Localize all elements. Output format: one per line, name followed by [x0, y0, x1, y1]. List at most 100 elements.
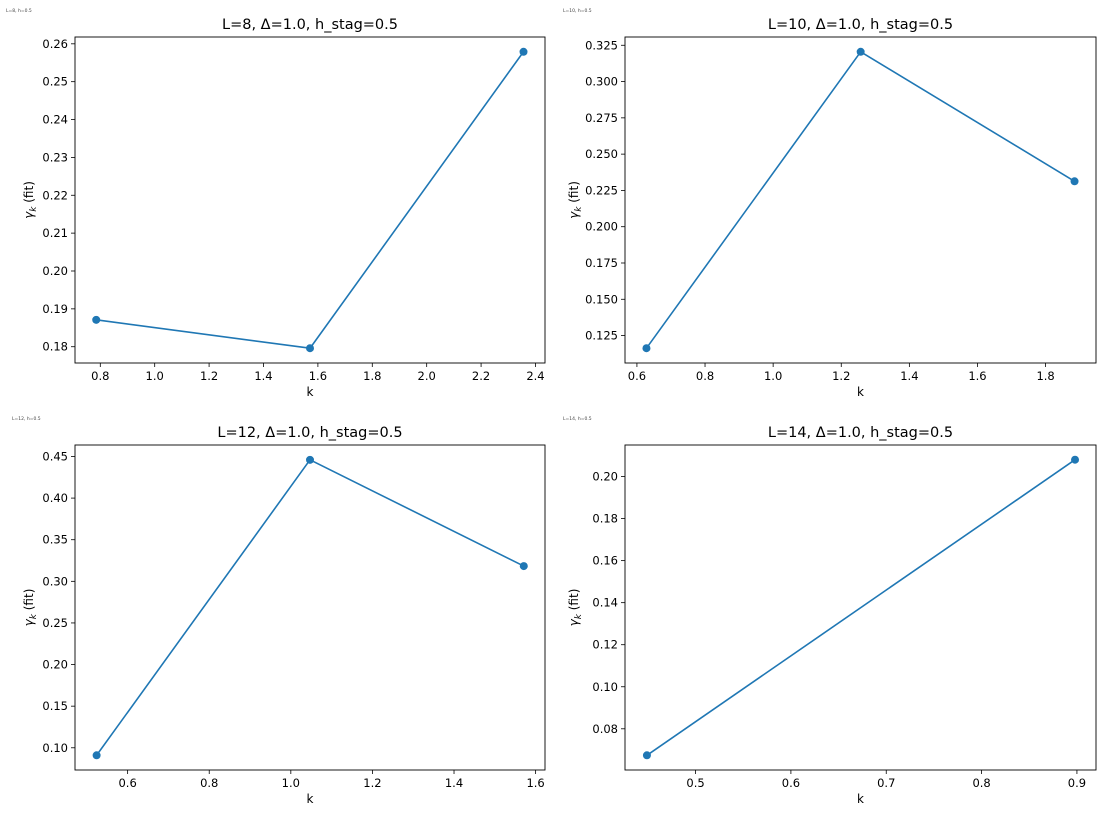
y-tick-label: 0.20	[592, 470, 618, 484]
x-tick-label: 1.4	[445, 776, 463, 790]
data-point	[1070, 177, 1079, 186]
corner-label: L=14, h=0.5	[563, 416, 592, 422]
y-tick-label: 0.20	[42, 264, 68, 278]
y-tick-label: 0.300	[585, 75, 618, 89]
y-tick-label: 0.15	[42, 699, 68, 713]
chart-title: L=8, Δ=1.0, h_stag=0.5	[222, 17, 398, 33]
plot-frame	[74, 36, 546, 364]
y-tick-label: 0.24	[42, 113, 68, 127]
plot-frame	[74, 444, 546, 771]
y-axis-label-suffix: (fit)	[567, 589, 581, 614]
x-tick-label: 0.7	[877, 776, 895, 790]
y-tick-label: 0.275	[585, 111, 618, 125]
x-axis-label: k	[857, 385, 864, 399]
y-axis-label-suffix: (fit)	[22, 589, 36, 614]
panel-1: L=8, h=0.5 L=8, Δ=1.0, h_stag=0.5 0.8 1.0 1.…	[6, 8, 546, 399]
x-axis-label: k	[857, 792, 864, 806]
panel-2: L=10, h=0.5 L=10, Δ=1.0, h_stag=0.5 0.6 0.8…	[563, 8, 1097, 399]
y-tick-label: 0.125	[585, 329, 618, 343]
y-tick-label: 0.14	[592, 596, 618, 610]
y-tick-label: 0.18	[592, 512, 618, 526]
corner-label: L=8, h=0.5	[6, 8, 32, 14]
x-axis-label: k	[307, 385, 314, 399]
x-tick-label: 2.2	[472, 369, 490, 383]
x-tick-label: 0.6	[782, 776, 800, 790]
data-point	[856, 47, 865, 56]
y-tick-label: 0.26	[42, 37, 68, 51]
y-tick-label: 0.35	[42, 533, 68, 547]
x-tick-label: 1.4	[254, 369, 272, 383]
y-axis-label: γk (fit)	[567, 589, 584, 627]
x-tick-label: 1.8	[363, 369, 381, 383]
x-tick-label: 0.8	[200, 776, 218, 790]
y-axis-label: γk (fit)	[567, 181, 584, 219]
y-axis-label-symbol: γ	[567, 618, 581, 626]
y-tick-label: 0.40	[42, 491, 68, 505]
x-tick-label: 1.0	[764, 369, 782, 383]
y-axis-label-symbol: γ	[22, 211, 36, 219]
y-axis-label: γk (fit)	[22, 181, 39, 219]
chart-title: L=10, Δ=1.0, h_stag=0.5	[768, 17, 953, 33]
y-axis-label-symbol: γ	[567, 211, 581, 219]
y-tick-label: 0.30	[42, 574, 68, 588]
data-point	[519, 47, 528, 56]
x-tick-label: 1.8	[1036, 369, 1054, 383]
x-tick-label: 1.0	[282, 776, 300, 790]
y-axis-label-subscript: k	[29, 613, 39, 619]
y-tick-label: 0.08	[592, 722, 618, 736]
x-tick-label: 0.5	[686, 776, 704, 790]
y-tick-label: 0.225	[585, 183, 618, 197]
corner-label: L=10, h=0.5	[563, 8, 592, 14]
panel-3: L=12, h=0.5 L=12, Δ=1.0, h_stag=0.5 0.6 0.8…	[12, 416, 546, 806]
y-axis-label-suffix: (fit)	[22, 181, 36, 206]
y-tick-label: 0.10	[42, 741, 68, 755]
y-tick-label: 0.19	[42, 302, 68, 316]
x-tick-label: 2.0	[418, 369, 436, 383]
x-tick-label: 0.9	[1068, 776, 1086, 790]
y-tick-label: 0.175	[585, 256, 618, 270]
panel-4: L=14, h=0.5 L=14, Δ=1.0, h_stag=0.5 0.5 0.6…	[563, 416, 1097, 806]
data-point	[92, 315, 101, 324]
x-tick-label: 1.0	[146, 369, 164, 383]
y-tick-label: 0.150	[585, 292, 618, 306]
data-point	[1071, 455, 1080, 464]
y-axis-label-subscript: k	[29, 206, 39, 212]
data-point	[642, 344, 651, 353]
y-tick-label: 0.250	[585, 147, 618, 161]
plot-frame	[624, 36, 1097, 364]
x-tick-label: 0.8	[91, 369, 109, 383]
x-axis-label: k	[307, 792, 314, 806]
y-axis-label-subscript: k	[574, 613, 584, 619]
y-tick-label: 0.16	[592, 554, 618, 568]
chart-title: L=14, Δ=1.0, h_stag=0.5	[768, 425, 953, 441]
y-tick-label: 0.22	[42, 188, 68, 202]
x-tick-label: 0.6	[628, 369, 646, 383]
x-tick-label: 1.6	[968, 369, 986, 383]
y-tick-label: 0.45	[42, 449, 68, 463]
x-tick-label: 1.4	[900, 369, 918, 383]
x-tick-label: 0.8	[972, 776, 990, 790]
x-tick-label: 1.2	[832, 369, 850, 383]
y-tick-label: 0.200	[585, 220, 618, 234]
y-axis-label-subscript: k	[574, 206, 584, 212]
y-axis-label-suffix: (fit)	[567, 181, 581, 206]
y-tick-label: 0.25	[42, 616, 68, 630]
x-tick-label: 0.8	[696, 369, 714, 383]
y-axis-label: γk (fit)	[22, 589, 39, 627]
y-tick-label: 0.23	[42, 150, 68, 164]
data-point	[519, 562, 528, 571]
x-tick-label: 0.6	[118, 776, 136, 790]
y-axis-label-symbol: γ	[22, 618, 36, 626]
y-tick-label: 0.20	[42, 658, 68, 672]
y-tick-label: 0.18	[42, 340, 68, 354]
x-tick-label: 2.4	[526, 369, 544, 383]
data-point	[306, 455, 314, 464]
y-tick-label: 0.21	[42, 226, 68, 240]
y-tick-label: 0.325	[585, 38, 618, 52]
x-tick-label: 1.2	[363, 776, 381, 790]
x-tick-label: 1.6	[526, 776, 544, 790]
x-tick-label: 1.6	[309, 369, 327, 383]
data-point	[306, 344, 314, 353]
y-tick-label: 0.25	[42, 75, 68, 89]
